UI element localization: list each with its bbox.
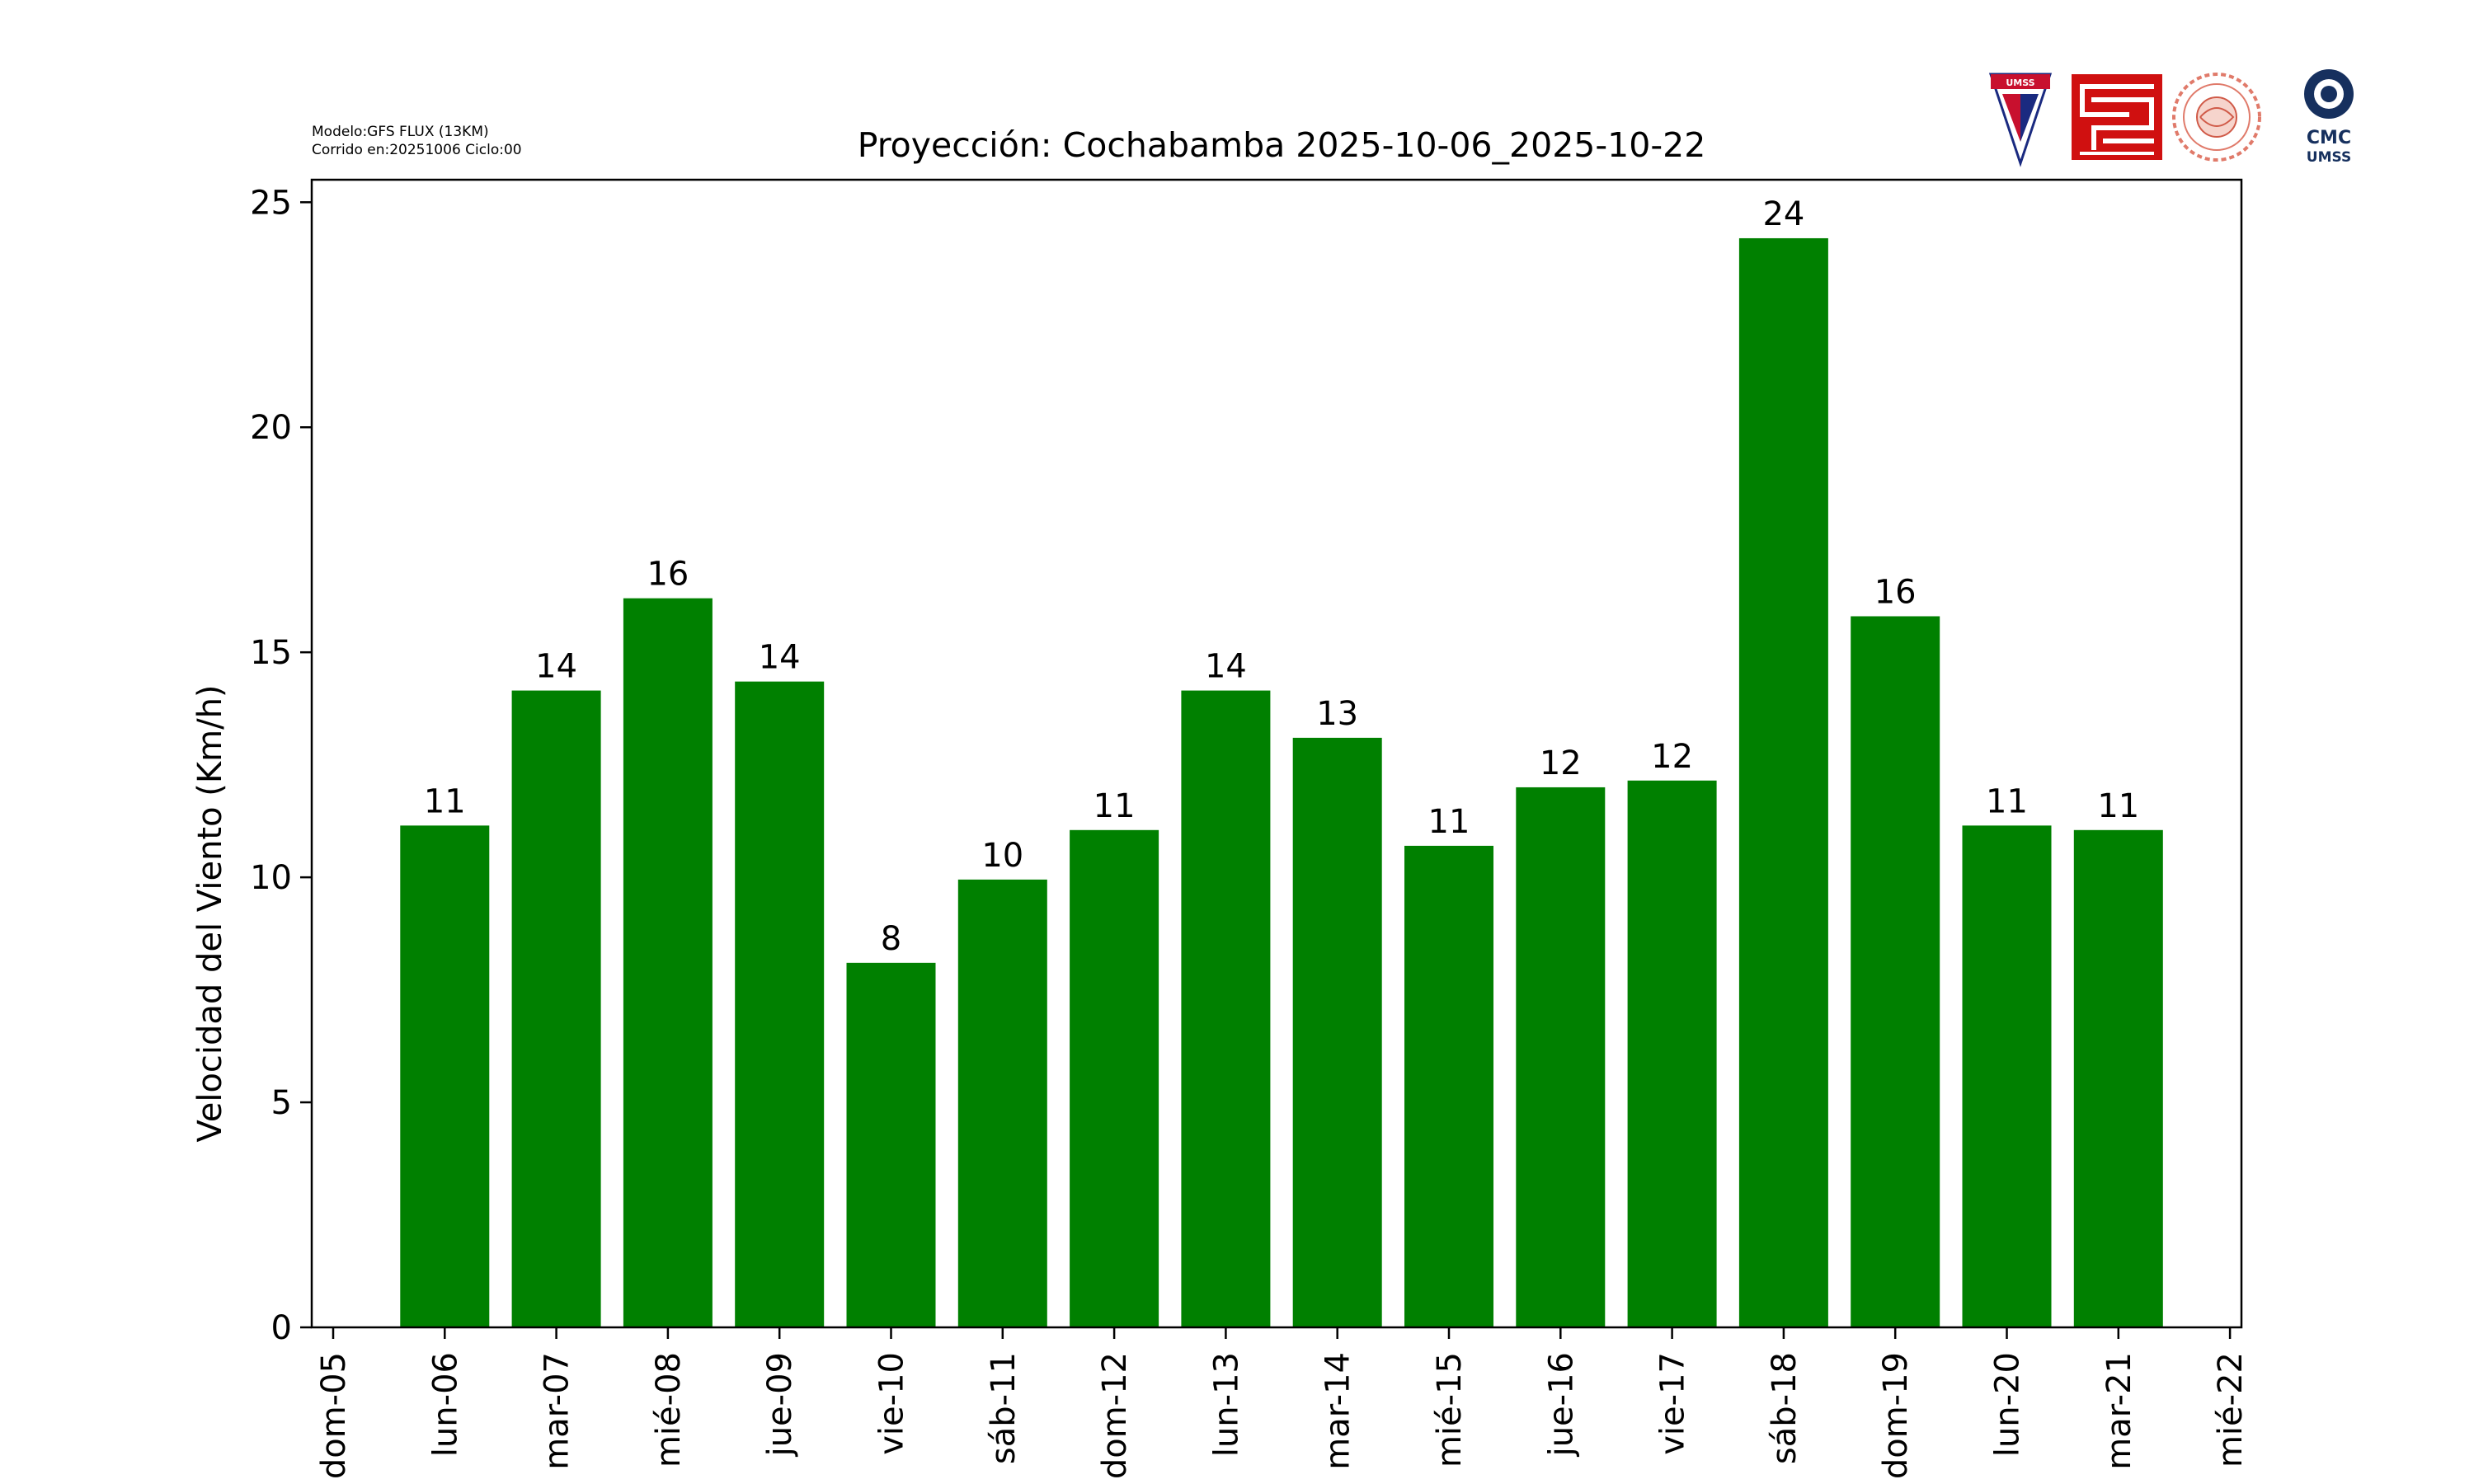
bar-sáb-18 <box>1738 237 1828 1327</box>
bar-value-label: 24 <box>1762 195 1804 233</box>
x-tick-label: lun-13 <box>1207 1352 1245 1457</box>
x-tick-label: dom-12 <box>1096 1352 1134 1479</box>
y-tick-label: 10 <box>250 859 292 897</box>
bar-jue-09 <box>735 681 825 1327</box>
x-tick-label: sáb-18 <box>1766 1352 1804 1464</box>
bar-sáb-11 <box>957 879 1047 1327</box>
x-tick-label: vie-10 <box>873 1352 911 1455</box>
run-info: Corrido en:20251006 Ciclo:00 <box>312 142 522 158</box>
y-tick-label: 15 <box>250 634 292 672</box>
x-tick-label: dom-05 <box>315 1352 353 1479</box>
bar-labels-group: 11 14 16 14 8 10 11 14 13 11 12 12 24 16 11 11 <box>424 195 2139 958</box>
bar-dom-19 <box>1851 616 1940 1327</box>
bar-value-label: 14 <box>535 648 577 686</box>
y-tick-label: 5 <box>271 1084 292 1122</box>
bar-vie-17 <box>1627 780 1717 1327</box>
x-axis-ticks: dom-05 lun-06 mar-07 mié-08 jue-09 vie-10 sáb-… <box>315 1327 2250 1479</box>
bar-value-label: 11 <box>424 782 466 820</box>
model-info: Modelo:GFS FLUX (13KM) <box>312 124 489 140</box>
bar-value-label: 12 <box>1540 744 1582 782</box>
y-axis-ticks: 0 5 10 15 20 25 <box>250 184 312 1347</box>
red-maze-logo <box>2072 74 2162 160</box>
bar-value-label: 10 <box>981 837 1023 875</box>
x-tick-label: mar-21 <box>2100 1352 2138 1470</box>
svg-text:CMC: CMC <box>2307 128 2351 148</box>
bar-mar-21 <box>2073 829 2163 1327</box>
umss-shield-logo: UMSS <box>1988 73 2053 167</box>
bar-value-label: 14 <box>1205 648 1247 686</box>
bar-lun-20 <box>1962 825 2052 1327</box>
bar-value-label: 14 <box>759 639 801 677</box>
bar-mar-07 <box>511 690 601 1327</box>
bar-value-label: 11 <box>1986 782 2028 820</box>
x-tick-label: lun-20 <box>1989 1352 2027 1457</box>
bar-dom-12 <box>1070 829 1159 1327</box>
x-tick-label: mar-14 <box>1319 1352 1357 1470</box>
bar-value-label: 13 <box>1316 695 1358 733</box>
x-tick-label: sáb-11 <box>985 1352 1023 1464</box>
x-tick-label: dom-19 <box>1877 1352 1915 1479</box>
bar-jue-16 <box>1516 787 1606 1327</box>
bar-value-label: 16 <box>647 556 689 594</box>
x-tick-label: jue-16 <box>1542 1352 1580 1457</box>
bar-mié-08 <box>623 598 713 1327</box>
bar-value-label: 11 <box>1428 803 1470 841</box>
bar-mar-14 <box>1292 737 1382 1327</box>
bar-lun-06 <box>400 825 490 1327</box>
bar-mié-15 <box>1404 845 1493 1327</box>
x-tick-label: jue-09 <box>761 1352 799 1457</box>
svg-text:UMSS: UMSS <box>2307 149 2351 166</box>
x-tick-label: mié-22 <box>2212 1352 2250 1468</box>
cmc-logo: CMC UMSS <box>2304 69 2354 166</box>
y-tick-label: 25 <box>250 184 292 222</box>
y-tick-label: 20 <box>250 409 292 447</box>
svg-text:UMSS: UMSS <box>2006 77 2034 88</box>
department-seal-logo <box>2172 73 2261 162</box>
bar-value-label: 11 <box>2097 787 2139 825</box>
bar-value-label: 12 <box>1651 738 1693 776</box>
bar-lun-13 <box>1181 690 1271 1327</box>
y-tick-label: 0 <box>271 1309 292 1347</box>
x-tick-label: mar-07 <box>539 1352 576 1470</box>
y-axis-label: Velocidad del Viento (Km/h) <box>191 684 229 1142</box>
chart-title: Proyección: Cochabamba 2025-10-06_2025-1… <box>858 125 1706 165</box>
bar-vie-10 <box>846 962 936 1327</box>
bars-group <box>400 237 2163 1327</box>
bar-value-label: 8 <box>881 920 901 958</box>
x-tick-label: mié-15 <box>1431 1352 1469 1468</box>
x-tick-label: mié-08 <box>650 1352 688 1468</box>
logos-group: UMSS CMC UMSS <box>1988 69 2354 167</box>
bar-value-label: 11 <box>1094 787 1136 825</box>
plot-frame <box>310 178 2243 1329</box>
bar-value-label: 16 <box>1874 574 1917 612</box>
x-tick-label: lun-06 <box>426 1352 464 1457</box>
x-tick-label: vie-17 <box>1654 1352 1692 1455</box>
